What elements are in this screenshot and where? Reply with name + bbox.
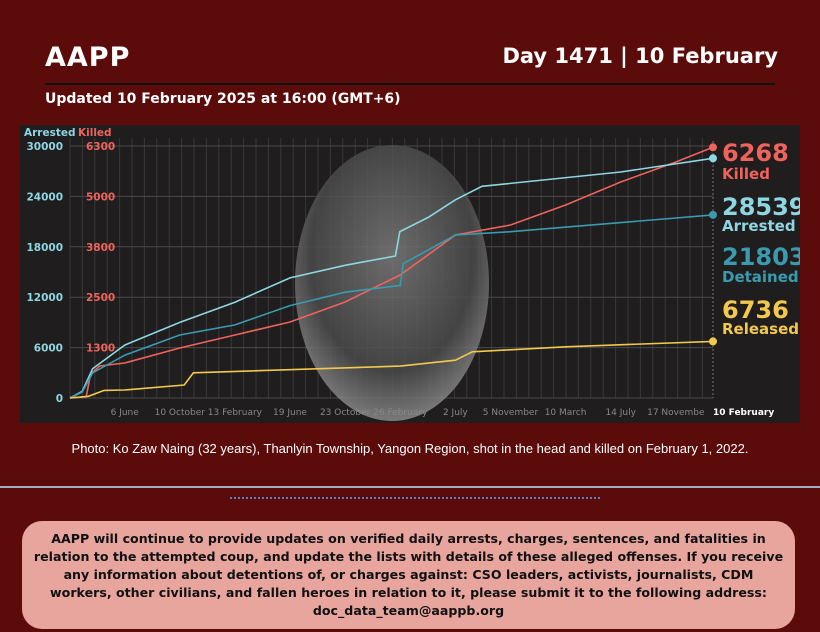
series-end-point-arrested (709, 154, 717, 163)
right-tick-label: 5000 (86, 191, 115, 203)
left-axis-label: Arrested (24, 127, 76, 139)
left-tick-label: 6000 (34, 343, 63, 355)
right-tick-label: 6300 (86, 141, 115, 153)
series-end-point-released (709, 337, 717, 346)
series-legend-label: Released (722, 320, 799, 338)
series-final-value: 6268 (722, 139, 789, 167)
left-tick-label: 0 (56, 393, 63, 405)
series-line-released (69, 340, 714, 399)
x-tick-label: 19 June (273, 408, 307, 418)
right-tick-label: 2500 (86, 292, 115, 304)
x-tick-label: 10 March (545, 408, 587, 418)
series-end-point-detained (709, 210, 717, 219)
series-final-value: 28539 (722, 193, 800, 221)
left-tick-label: 18000 (26, 242, 63, 254)
x-tick-label: 6 June (111, 408, 140, 418)
aapp-title: AAPP (45, 42, 131, 73)
notice-text: AAPP will continue to provide updates on… (33, 531, 784, 618)
right-axis-label: Killed (78, 127, 112, 139)
dotted-divider (230, 497, 600, 499)
series-legend-label: Detained (722, 268, 799, 286)
header-divider (45, 83, 775, 85)
right-tick-label: 1300 (86, 343, 115, 355)
left-tick-label: 12000 (26, 292, 63, 304)
series-end-point-killed (709, 143, 717, 152)
day-counter: Day 1471 | 10 February (502, 44, 778, 68)
left-tick-label: 30000 (26, 141, 63, 153)
portrait-photo-icon (295, 145, 489, 421)
x-tick-label: 10 October (155, 408, 206, 418)
x-tick-label: 14 July (605, 408, 636, 418)
series-line-arrested (69, 157, 714, 399)
cumulative-chart: 0 6000 1300 12000 2500 18000 3800 24000 5000 3000… (24, 127, 806, 421)
x-tick-label: 17 Novembe (647, 408, 705, 418)
series-legend-label: Arrested (722, 217, 796, 235)
x-tick-label: 5 November (483, 408, 539, 418)
x-tick-label: 13 February (208, 408, 263, 418)
x-tick-label: 2 July (443, 408, 468, 418)
x-tick-label: 26 February (373, 408, 428, 418)
x-tick-label: 23 October (320, 408, 371, 418)
notice-box: AAPP will continue to provide updates on… (22, 521, 795, 629)
right-tick-label: 3800 (86, 242, 115, 254)
series-final-value: 6736 (722, 296, 789, 324)
section-divider (0, 486, 820, 488)
series-line-detained (69, 214, 714, 399)
series-final-value: 21803 (722, 243, 800, 271)
photo-caption: Photo: Ko Zaw Naing (32 years), Thanlyin… (71, 441, 749, 456)
updated-timestamp: Updated 10 February 2025 at 16:00 (GMT+6… (45, 91, 401, 107)
chart-panel: 0 6000 1300 12000 2500 18000 3800 24000 5000 3000… (20, 125, 806, 423)
series-line-killed (69, 146, 714, 399)
x-tick-label: 10 February (713, 408, 774, 418)
left-tick-label: 24000 (26, 191, 63, 203)
series-legend-label: Killed (722, 165, 770, 183)
